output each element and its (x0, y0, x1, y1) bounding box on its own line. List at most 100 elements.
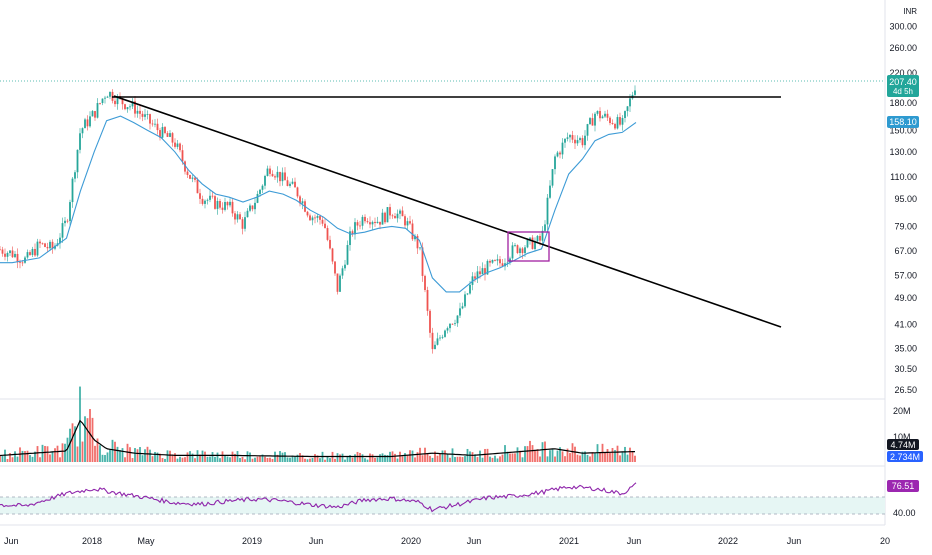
candle-body (634, 90, 636, 95)
volume-bar (414, 457, 416, 462)
volume-bar (401, 456, 404, 462)
candle-body (566, 137, 569, 139)
candle-body (14, 253, 16, 258)
volume-bar (176, 458, 179, 462)
rsi-pane[interactable] (0, 468, 885, 524)
candle-body (421, 247, 424, 276)
volume-bar (374, 457, 376, 462)
candle-body (9, 250, 11, 254)
candle-body (216, 201, 219, 209)
volume-bar (371, 454, 374, 462)
candle-body (396, 213, 399, 219)
candle-body (176, 143, 179, 147)
candle-body (339, 275, 341, 292)
breakout-box[interactable] (507, 231, 550, 262)
candle-body (71, 178, 74, 203)
candle-body (189, 174, 191, 179)
time-tick: Jun (4, 536, 19, 546)
candle-body (411, 223, 414, 240)
candle-body (59, 237, 61, 244)
candle-body (626, 106, 629, 112)
descending-trendline[interactable] (113, 95, 782, 328)
volume-bar (114, 441, 116, 462)
candle-body (356, 222, 359, 226)
candle-body (259, 189, 261, 194)
candle-body (16, 253, 19, 263)
bar-countdown: 4d 5h (893, 87, 913, 96)
candle-body (624, 111, 626, 119)
volume-bar (311, 457, 314, 462)
volume-ma-value: 2.734M (890, 452, 920, 462)
volume-bar (571, 443, 574, 462)
time-tick: Jun (309, 536, 324, 546)
candle-body (419, 247, 421, 249)
volume-bar (334, 458, 336, 462)
candle-body (511, 245, 514, 259)
volume-bar (121, 448, 124, 462)
volume-bar (404, 453, 406, 462)
candle-body (394, 215, 396, 219)
volume-bar (359, 452, 361, 462)
volume-bar (504, 445, 506, 462)
volume-bar (229, 457, 231, 462)
volume-bar (34, 451, 36, 462)
price-axis: 26.50 30.50 35.00 41.00 49.00 57.00 67.00 79.00… (889, 22, 917, 395)
candle-body (246, 210, 249, 218)
candle-body (214, 196, 216, 209)
time-tick: 2020 (401, 536, 421, 546)
candle-body (29, 252, 31, 255)
ema-value-label: 158.10 (887, 116, 919, 128)
candle-body (574, 139, 576, 144)
volume-bar (574, 446, 576, 462)
volume-bar (569, 453, 571, 462)
candle-body (134, 101, 136, 114)
candle-body (621, 118, 624, 125)
volume-bar (66, 437, 69, 462)
candle-body (269, 168, 271, 174)
candle-body (519, 248, 521, 253)
candle-body (21, 262, 24, 264)
volume-bar (191, 453, 194, 462)
candle-body (51, 241, 54, 249)
volume-bar (304, 458, 306, 462)
candle-body (251, 205, 254, 210)
price-tick: 150.00 (889, 125, 917, 135)
candle-body (64, 220, 66, 224)
candle-body (551, 169, 554, 186)
candle-body (371, 221, 374, 225)
time-tick: 2022 (718, 536, 738, 546)
volume-bar (214, 456, 216, 462)
candle-body (516, 245, 519, 253)
volume-bar (19, 447, 21, 462)
candle-body (466, 293, 469, 295)
candle-body (301, 201, 304, 204)
candle-body (169, 133, 171, 137)
price-tick: 110.00 (890, 172, 917, 182)
candle-body (329, 239, 331, 249)
volume-bar (36, 446, 39, 462)
candle-body (31, 248, 34, 255)
volume-bar (489, 456, 491, 462)
volume-bar (74, 426, 76, 462)
time-tick: 2019 (242, 536, 262, 546)
volume-bar (284, 452, 286, 462)
candle-body (449, 323, 451, 329)
price-pane[interactable] (0, 0, 885, 398)
candle-body (44, 243, 46, 247)
candle-body (436, 338, 439, 345)
volume-bar (456, 456, 459, 462)
volume-bar (226, 456, 229, 462)
candle-body (96, 103, 99, 118)
volume-bar (76, 446, 79, 462)
candle-body (389, 207, 391, 216)
volume-bar (136, 449, 139, 462)
volume-bar (249, 452, 251, 462)
volume-bar (299, 453, 301, 462)
candle-body (351, 231, 354, 235)
volume-bar (346, 456, 349, 462)
volume-bar (171, 454, 174, 462)
candle-body (194, 177, 196, 180)
candle-body (49, 241, 51, 249)
